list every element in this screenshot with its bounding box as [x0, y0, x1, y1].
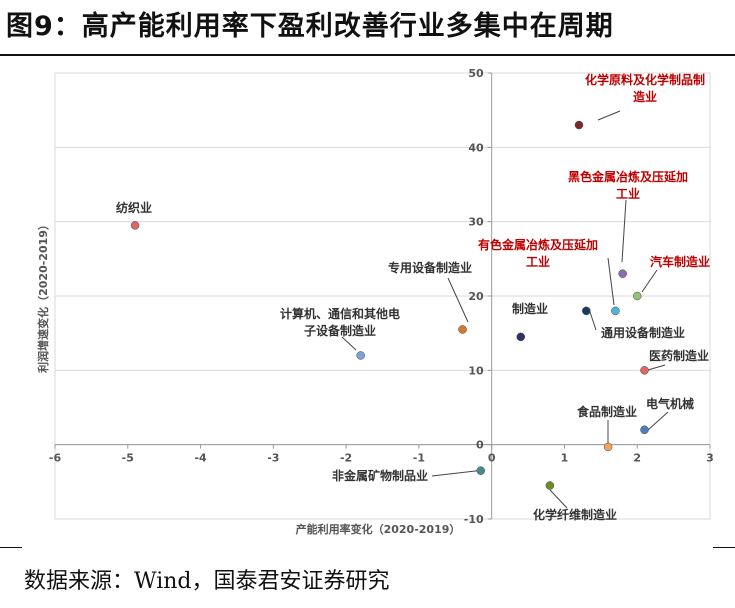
data-point — [458, 325, 467, 334]
y-tick-label: -10 — [464, 513, 484, 526]
title-divider — [0, 54, 735, 56]
leader-line — [647, 364, 666, 371]
point-label: 纺织业 — [116, 200, 152, 215]
x-tick-label: -6 — [49, 452, 62, 465]
x-tick-label: 1 — [561, 452, 569, 465]
data-point — [130, 221, 140, 230]
leader-line — [607, 257, 615, 306]
y-tick-label: 40 — [468, 141, 484, 154]
y-tick-label: 10 — [468, 364, 484, 377]
x-tick-label: -3 — [267, 452, 279, 465]
leader-line — [341, 336, 357, 351]
leader-line — [447, 277, 469, 323]
point-label: 通用设备制造业 — [601, 325, 685, 340]
point-label: 黑色金属冶炼及压延加工业 — [568, 169, 688, 201]
leader-line — [621, 199, 627, 263]
data-point — [611, 306, 620, 316]
y-axis-title: 利润增速变化（2020-2019） — [36, 219, 50, 373]
data-point — [603, 442, 613, 452]
y-tick-label: 20 — [468, 290, 484, 303]
bottom-divider-right — [713, 547, 735, 548]
data-point — [618, 269, 627, 278]
data-point — [516, 332, 526, 342]
point-label: 化学纤维制造业 — [533, 507, 617, 522]
leader-line — [549, 489, 568, 509]
leader-line — [641, 269, 658, 293]
data-point — [640, 425, 649, 435]
x-tick-label: 3 — [706, 452, 714, 465]
x-tick-label: 0 — [488, 452, 496, 465]
y-tick-label: 30 — [468, 216, 484, 229]
x-tick-label: -1 — [413, 452, 425, 465]
data-point — [545, 481, 555, 490]
x-tick-label: 2 — [633, 452, 641, 465]
point-label: 制造业 — [512, 301, 548, 316]
data-point — [640, 366, 649, 375]
y-tick-label: 0 — [476, 439, 484, 452]
data-point — [582, 306, 591, 316]
point-label: 有色金属冶炼及压延加工业 — [478, 237, 598, 269]
point-label: 医药制造业 — [649, 348, 709, 363]
data-point — [574, 120, 584, 130]
point-label: 专用设备制造业 — [388, 260, 472, 275]
point-label: 汽车制造业 — [650, 254, 710, 269]
leader-line — [431, 469, 485, 477]
point-label: 非金属矿物制品业 — [332, 468, 428, 483]
x-axis-title: 产能利用率变化（2020-2019） — [296, 522, 461, 536]
leader-line — [589, 311, 597, 331]
leader-line — [597, 110, 621, 121]
bottom-divider-left — [0, 547, 22, 548]
leader-line — [647, 411, 669, 431]
point-label: 计算机、通信和其他电子设备制造业 — [280, 306, 400, 338]
data-point — [476, 466, 485, 475]
x-tick-label: -5 — [122, 452, 134, 465]
x-tick-label: -2 — [340, 452, 352, 465]
source-note: 数据来源：Wind，国泰君安证券研究 — [24, 569, 390, 594]
scatter-chart: -6 -5 -4 -3 -2 -1 0 1 2 3-1001020304050产能利用率变化（20… — [36, 67, 714, 536]
point-label: 电气机械 — [646, 396, 694, 411]
point-label: 食品制造业 — [576, 404, 637, 419]
data-point — [356, 351, 365, 360]
figure-title: 图9：高产能利用率下盈利改善行业多集中在周期 — [6, 11, 614, 42]
x-tick-label: -4 — [194, 452, 207, 465]
data-point — [632, 291, 642, 301]
point-label: 化学原料及化学制品制造业 — [585, 72, 705, 104]
y-tick-label: 50 — [468, 67, 484, 80]
